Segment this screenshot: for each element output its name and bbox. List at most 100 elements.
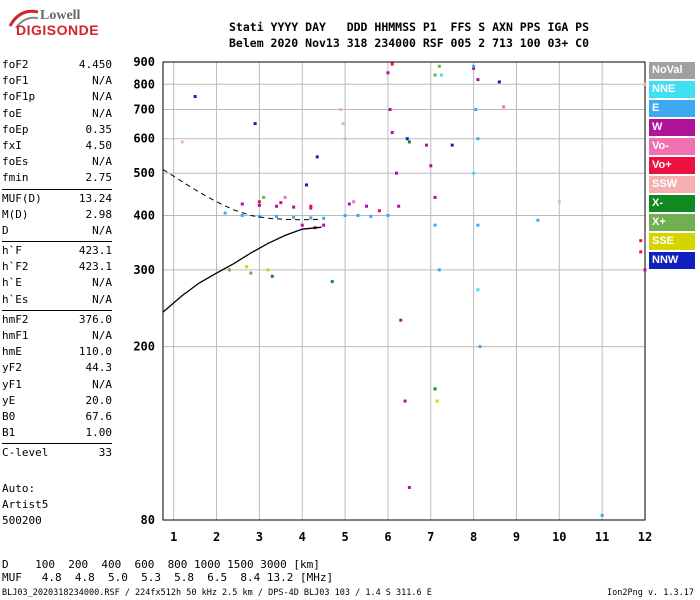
- muf-distance-row: D 100 200 400 600 800 1000 1500 3000 [km…: [2, 558, 320, 571]
- param-value: 2.75: [85, 171, 113, 185]
- param-value: N/A: [92, 106, 112, 120]
- trace-point-w: [347, 202, 351, 206]
- y-tick-label: 300: [133, 263, 155, 277]
- trace-point-x-: [433, 387, 437, 391]
- x-tick-label: 2: [213, 530, 220, 544]
- electron-density-profile: [162, 226, 322, 313]
- trace-point-e: [356, 213, 360, 217]
- trace-point-e: [309, 216, 313, 220]
- trace-point-w: [388, 108, 392, 112]
- trace-point-e: [223, 211, 227, 215]
- trace-point-nnw: [315, 155, 319, 159]
- legend-item-nne: NNE: [649, 81, 695, 98]
- trace-point-vo-: [639, 239, 643, 243]
- param-row: fmin 2.75: [2, 171, 112, 187]
- param-name: h`F2: [2, 260, 29, 274]
- trace-point-e: [433, 223, 437, 227]
- param-name: B1: [2, 426, 16, 440]
- trace-point-ssw: [341, 122, 345, 126]
- trace-point-x-: [407, 140, 411, 144]
- param-name: hmF2: [2, 312, 29, 326]
- legend-item-ssw: SSW: [649, 176, 695, 193]
- param-value: 4.50: [85, 138, 113, 152]
- trace-point-e: [472, 64, 476, 68]
- param-value: 423.1: [78, 260, 112, 274]
- trace-point-w: [397, 204, 401, 208]
- x-tick-label: 8: [470, 530, 477, 544]
- trace-point-ssw: [339, 108, 343, 112]
- param-row: B0 67.6: [2, 410, 112, 426]
- trace-point-ssw: [180, 140, 184, 144]
- trace-point-vo-: [502, 105, 506, 109]
- trace-point-x-: [227, 268, 231, 272]
- legend-item-vo-: Vo-: [649, 138, 695, 155]
- y-tick-label: 200: [133, 340, 155, 354]
- legend-item-vo-: Vo+: [649, 157, 695, 174]
- param-value: 13.24: [78, 191, 112, 205]
- param-divider: [2, 443, 112, 445]
- param-value: 33: [98, 446, 112, 460]
- footer-version: Ion2Png v. 1.3.17: [607, 588, 694, 598]
- param-name: fmin: [2, 171, 29, 185]
- param-row: foEp 0.35: [2, 123, 112, 139]
- param-row: foF1p N/A: [2, 90, 112, 106]
- trace-point-x-: [330, 280, 334, 284]
- trace-point-w: [424, 143, 428, 147]
- param-name: foF2: [2, 58, 29, 71]
- trace-point-vo-: [390, 62, 394, 66]
- param-name: foEp: [2, 122, 29, 136]
- trace-point-e: [474, 108, 478, 112]
- x-tick-label: 7: [427, 530, 434, 544]
- trace-point-w: [309, 206, 313, 210]
- header-row-labels: Stati YYYY DAY DDD HHMMSS P1 FFS S AXN P…: [229, 20, 590, 34]
- legend-item-noval: NoVal: [649, 62, 695, 79]
- param-name: h`E: [2, 276, 22, 290]
- trace-point-e: [322, 216, 326, 220]
- y-tick-label: 80: [141, 513, 155, 527]
- muf-table: D 100 200 400 600 800 1000 1500 3000 [km…: [2, 558, 333, 584]
- param-name: yE: [2, 393, 16, 407]
- param-row: B1 1.00: [2, 426, 112, 442]
- param-row: h`F 423.1: [2, 244, 112, 260]
- profile-extrapolation: [162, 169, 322, 221]
- scaled-parameters-panel: foF2 4.450 foF1 N/A foF1p N/A foE N/A foEp 0.35 fx…: [2, 58, 112, 463]
- trace-point-vo-: [639, 250, 643, 254]
- param-row: h`E N/A: [2, 276, 112, 292]
- param-name: MUF(D): [2, 191, 42, 205]
- legend-item-e: E: [649, 100, 695, 117]
- param-value: 2.98: [85, 207, 113, 221]
- trace-point-e: [292, 215, 296, 219]
- x-tick-label: 12: [638, 530, 652, 544]
- trace-point-nne: [472, 171, 476, 175]
- x-tick-label: 3: [256, 530, 263, 544]
- param-row: D N/A: [2, 224, 112, 240]
- trace-point-nnw: [497, 80, 501, 84]
- param-row: M(D) 2.98: [2, 208, 112, 224]
- trace-point-w: [643, 268, 647, 272]
- trace-point-e: [476, 137, 480, 141]
- legend-item-x-: X+: [649, 214, 695, 231]
- x-tick-label: 4: [299, 530, 306, 544]
- trace-point-w: [292, 205, 296, 209]
- trace-point-w: [390, 131, 394, 135]
- param-row: foF1 N/A: [2, 74, 112, 90]
- param-row: hmF2 376.0: [2, 313, 112, 329]
- param-name: hmF1: [2, 329, 29, 342]
- param-value: N/A: [92, 223, 112, 237]
- trace-point-e: [437, 268, 441, 272]
- x-tick-label: 11: [595, 530, 609, 544]
- param-value: N/A: [92, 329, 112, 342]
- legend-item-nnw: NNW: [649, 252, 695, 269]
- y-tick-label: 600: [133, 132, 155, 146]
- param-value: 110.0: [78, 345, 112, 359]
- trace-point-nnw: [305, 183, 309, 187]
- y-tick-label: 700: [133, 103, 155, 117]
- trace-point-e: [536, 218, 540, 222]
- param-value: 67.6: [85, 409, 113, 423]
- trace-point-w: [257, 203, 261, 207]
- param-divider: [2, 188, 112, 190]
- trace-point-e: [386, 213, 390, 217]
- header-row-values: Belem 2020 Nov13 318 234000 RSF 005 2 71…: [229, 36, 590, 50]
- param-name: B0: [2, 409, 16, 423]
- param-value: N/A: [92, 74, 112, 88]
